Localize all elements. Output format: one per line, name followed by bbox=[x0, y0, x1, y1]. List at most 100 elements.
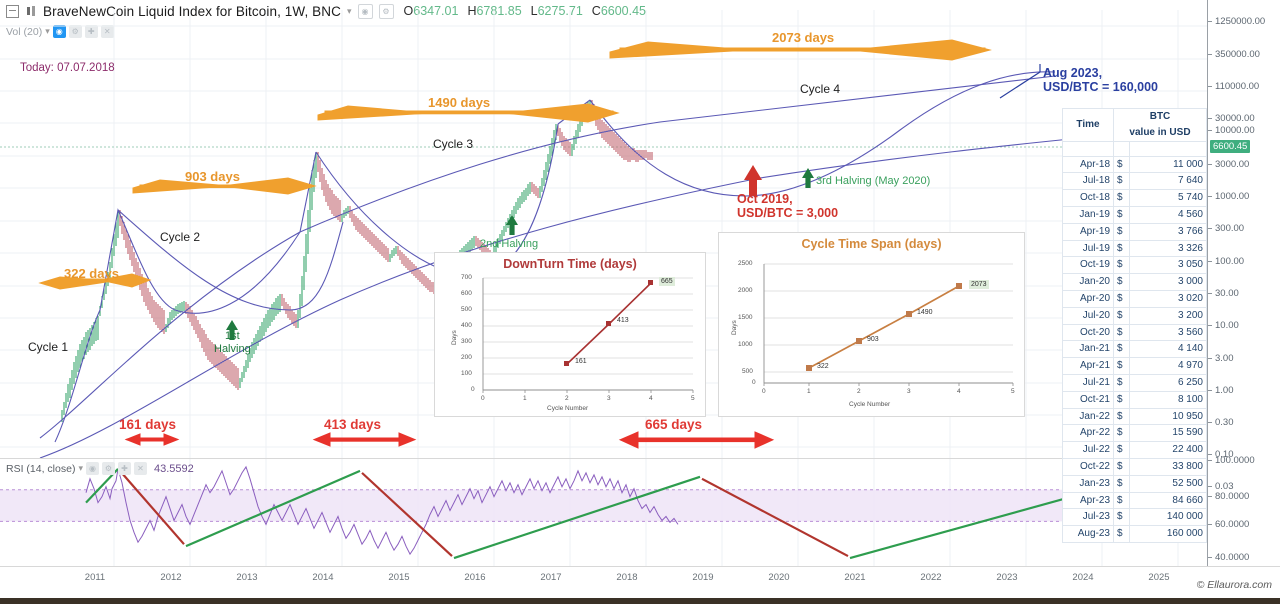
eye-icon[interactable]: ◉ bbox=[85, 462, 99, 475]
collapse-icon[interactable] bbox=[6, 4, 19, 18]
gear-icon[interactable]: ⚙ bbox=[101, 462, 115, 475]
table-row[interactable]: Oct-20 $3 560 bbox=[1062, 323, 1207, 342]
price-axis[interactable]: 1250000.00 350000.00 110000.00 30000.00 1000… bbox=[1207, 0, 1280, 566]
chevron-down-icon[interactable]: ▾ bbox=[78, 463, 83, 473]
price-tick: 300.00 bbox=[1208, 223, 1244, 234]
rsi-label[interactable]: RSI (14, close) bbox=[6, 462, 76, 475]
cyclespan-ytick-0: 0 bbox=[752, 379, 756, 386]
volume-label[interactable]: Vol (20) bbox=[6, 25, 43, 38]
price-tick: 3.00 bbox=[1208, 353, 1234, 364]
year-tick: 2020 bbox=[768, 572, 790, 583]
gear-icon[interactable]: ⚙ bbox=[378, 3, 394, 19]
watermark: © Ellaurora.com bbox=[1196, 579, 1272, 591]
aug-2023-leader-line bbox=[999, 64, 1041, 99]
cell-currency: $ bbox=[1113, 239, 1130, 258]
cycle-time-span-chart[interactable]: Cycle Time Span (days) 2500 2000 1500 bbox=[718, 232, 1025, 417]
table-row[interactable]: Apr-21 $4 970 bbox=[1062, 357, 1207, 375]
table-row[interactable]: Aug-23 $160 000 bbox=[1062, 525, 1207, 543]
cell-currency: $ bbox=[1113, 323, 1130, 342]
table-row[interactable]: Oct-21 $8 100 bbox=[1062, 390, 1207, 409]
rsi-legend: RSI (14, close) ▾ ◉ ⚙ ✚ ✕ 43.5592 bbox=[6, 462, 194, 475]
ohlc-high: H6781.85 bbox=[467, 4, 522, 18]
halving-3-label: 3rd Halving (May 2020) bbox=[816, 175, 931, 187]
downturn-xtick-5: 5 bbox=[691, 395, 695, 402]
table-row[interactable]: Jul-19 $3 326 bbox=[1062, 239, 1207, 258]
cyclespan-xtick-4: 4 bbox=[957, 388, 961, 395]
cycle1-arc bbox=[54, 208, 301, 443]
table-row[interactable]: Jul-20 $3 200 bbox=[1062, 306, 1207, 325]
downturn-413-label: 413 days bbox=[324, 417, 382, 432]
cell-currency: $ bbox=[1113, 407, 1130, 426]
downturn-ylabel: Days bbox=[451, 330, 458, 345]
time-axis[interactable]: 2011 2012 2013 2014 2015 2016 2017 2018 2019 2020… bbox=[0, 566, 1280, 593]
table-row[interactable]: Jan-21 $4 140 bbox=[1062, 340, 1207, 359]
rsi-tick-label: 40.0000 bbox=[1215, 552, 1250, 563]
close-icon[interactable]: ✕ bbox=[133, 462, 147, 475]
downturn-time-chart[interactable]: DownTurn Time (days) 700 600 bbox=[434, 252, 706, 417]
price-tick: 1250000.00 bbox=[1208, 16, 1265, 27]
downturn-ytick-300: 300 bbox=[461, 338, 472, 345]
cycle-3-label: Cycle 3 bbox=[433, 137, 474, 151]
cell-currency: $ bbox=[1113, 189, 1130, 207]
table-row[interactable]: Jul-23 $140 000 bbox=[1062, 508, 1207, 527]
downturn-xtick-3: 3 bbox=[607, 395, 611, 402]
cell-currency: $ bbox=[1113, 155, 1130, 174]
cell-value: 15 590 bbox=[1129, 424, 1207, 443]
table-row[interactable]: Apr-18 $11 000 bbox=[1062, 155, 1207, 174]
table-row[interactable]: Apr-22 $15 590 bbox=[1062, 424, 1207, 443]
year-tick: 2013 bbox=[236, 572, 258, 583]
orange-span-arrows bbox=[38, 39, 992, 290]
cell-time: Oct-19 bbox=[1062, 256, 1114, 275]
cell-value: 140 000 bbox=[1129, 508, 1207, 527]
plus-icon[interactable]: ✚ bbox=[117, 462, 131, 475]
rsi-trend-overlays bbox=[85, 468, 1166, 560]
span-1490-label: 1490 days bbox=[428, 95, 491, 110]
eye-icon[interactable]: ◉ bbox=[52, 25, 66, 38]
eye-icon[interactable]: ◉ bbox=[357, 3, 373, 19]
table-row[interactable]: Jan-19 $4 560 bbox=[1062, 205, 1207, 224]
cell-currency: $ bbox=[1113, 424, 1130, 443]
price-tick: 350000.00 bbox=[1208, 49, 1260, 60]
gear-icon[interactable]: ⚙ bbox=[68, 25, 82, 38]
downturn-xlabel: Cycle Number bbox=[547, 405, 589, 412]
table-row[interactable]: Oct-22 $33 800 bbox=[1062, 457, 1207, 476]
cell-value: 8 100 bbox=[1129, 390, 1207, 409]
downturn-ytick-500: 500 bbox=[461, 306, 472, 313]
table-row[interactable]: Jan-20 $3 000 bbox=[1062, 273, 1207, 291]
chevron-down-icon[interactable]: ▾ bbox=[346, 5, 352, 16]
rsi-tick: 80.0000 bbox=[1208, 491, 1249, 502]
table-row[interactable]: Jul-18 $7 640 bbox=[1062, 172, 1207, 191]
cell-value: 10 950 bbox=[1129, 407, 1207, 426]
cell-currency: $ bbox=[1113, 525, 1130, 543]
cyclespan-ytick-1500: 1500 bbox=[738, 314, 753, 321]
table-row[interactable]: Jul-22 $22 400 bbox=[1062, 441, 1207, 459]
candles-icon bbox=[27, 6, 35, 16]
downturn-ytick-100: 100 bbox=[461, 370, 472, 377]
year-tick: 2014 bbox=[312, 572, 334, 583]
table-row[interactable]: Apr-23 $84 660 bbox=[1062, 491, 1207, 510]
cycle2-dip bbox=[117, 209, 344, 311]
price-tick-label: 350000.00 bbox=[1215, 49, 1260, 60]
table-row[interactable]: Jan-22 $10 950 bbox=[1062, 407, 1207, 426]
cell-time: Jul-20 bbox=[1062, 306, 1114, 325]
downturn-161-label: 161 days bbox=[119, 417, 177, 432]
cell-value: 3 020 bbox=[1129, 289, 1207, 308]
table-row[interactable]: Jan-23 $52 500 bbox=[1062, 474, 1207, 493]
chevron-down-icon[interactable]: ▾ bbox=[45, 26, 50, 36]
downturn-point-665: 665 bbox=[659, 277, 675, 286]
cell-time: Apr-19 bbox=[1062, 222, 1114, 241]
cyclespan-xlabel: Cycle Number bbox=[849, 401, 891, 408]
btc-projection-table[interactable]: Time BTC value in USD Apr-18 $11 000 Jul-1… bbox=[1062, 108, 1207, 543]
table-row[interactable]: Jul-21 $6 250 bbox=[1062, 373, 1207, 392]
rsi-pane[interactable] bbox=[0, 458, 1207, 566]
price-chart-pane[interactable]: Today: 07.07.2018 Cycle 1 Cycle 2 Cycle … bbox=[0, 10, 1207, 458]
today-label: Today: 07.07.2018 bbox=[20, 62, 115, 74]
table-row[interactable]: Apr-20 $3 020 bbox=[1062, 289, 1207, 308]
table-row[interactable]: Oct-19 $3 050 bbox=[1062, 256, 1207, 275]
year-tick: 2015 bbox=[388, 572, 410, 583]
table-row[interactable]: Apr-19 $3 766 bbox=[1062, 222, 1207, 241]
cyclespan-xtick-1: 1 bbox=[807, 388, 811, 395]
table-row[interactable]: Oct-18 $5 740 bbox=[1062, 189, 1207, 207]
close-icon[interactable]: ✕ bbox=[100, 25, 114, 38]
plus-icon[interactable]: ✚ bbox=[84, 25, 98, 38]
